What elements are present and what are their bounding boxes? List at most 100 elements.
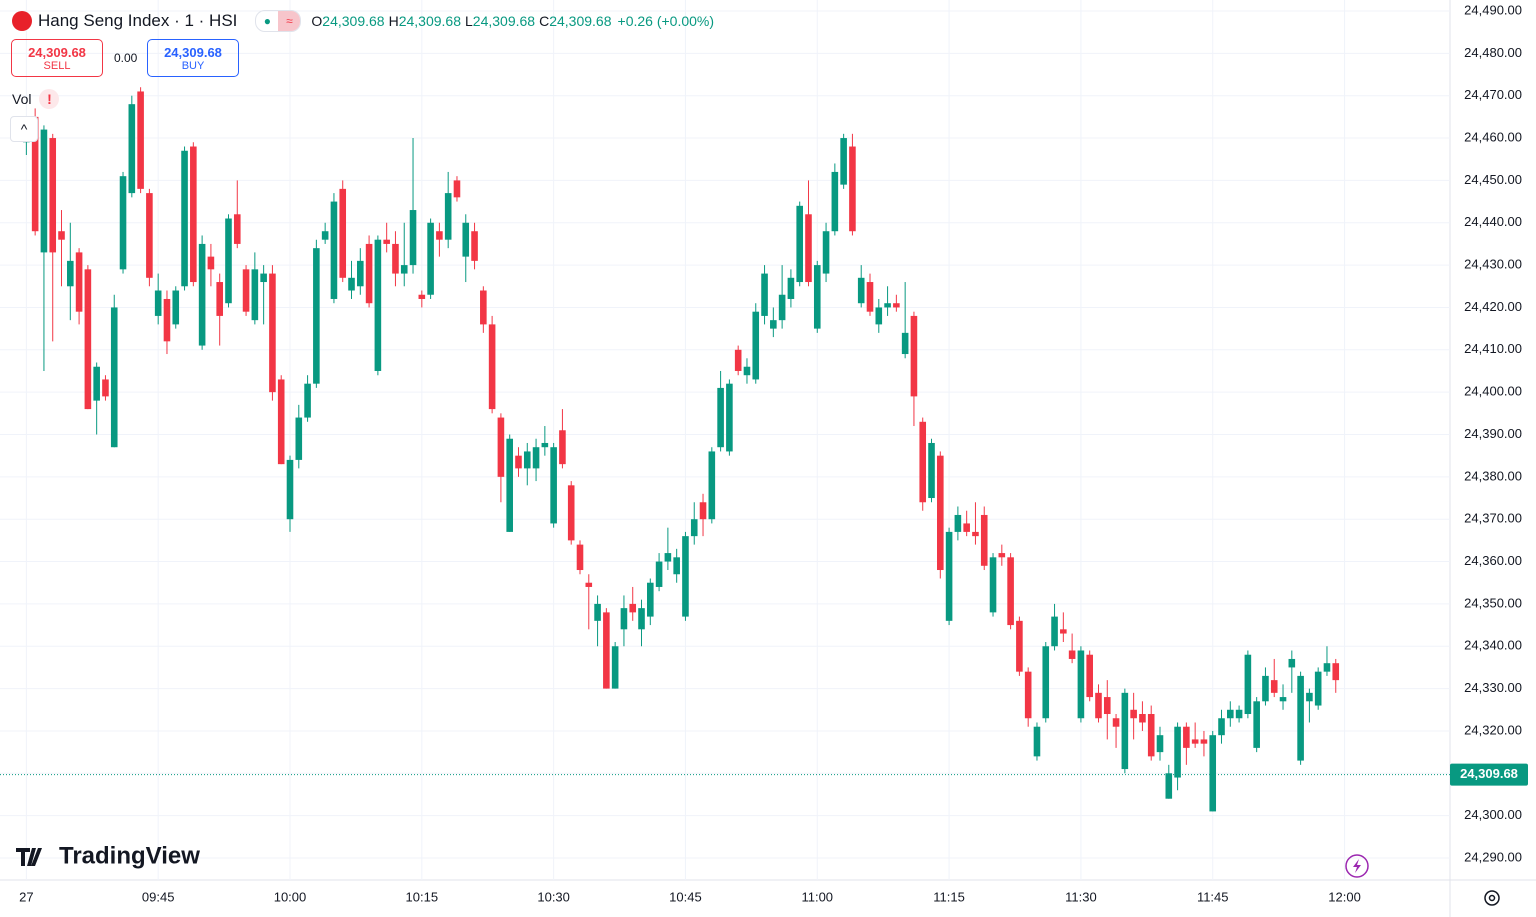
candle-body <box>1130 709 1137 719</box>
symbol-logo <box>12 11 32 31</box>
candle-body <box>752 311 760 380</box>
candle-body <box>216 282 223 316</box>
candle-body <box>49 138 57 253</box>
candle-body <box>260 273 267 283</box>
candle-body <box>523 451 531 469</box>
candle-body <box>58 231 65 240</box>
candle-body <box>884 303 891 308</box>
candle-body <box>1147 714 1155 757</box>
ohlc-key: C <box>539 13 550 29</box>
candle-body <box>805 214 812 283</box>
x-tick-label: 12:00 <box>1328 889 1361 904</box>
candle-body <box>1244 654 1252 715</box>
x-tick-label: 09:45 <box>142 889 175 904</box>
candle-body <box>629 603 637 613</box>
candle-body <box>93 366 100 401</box>
candle-body <box>277 379 285 465</box>
candle-body <box>594 603 601 621</box>
ohlc-value: 24,309.68 <box>322 13 385 29</box>
ohlc-key: L <box>465 13 473 29</box>
ohlc-values: O24,309.68 H24,309.68 L24,309.68 C24,309.68 <box>311 13 611 29</box>
brand-text: TradingView <box>59 842 200 869</box>
candle-body <box>444 193 452 240</box>
candle-body <box>831 171 839 232</box>
candle-body <box>937 455 944 571</box>
candle-body <box>242 269 250 312</box>
settings-icon[interactable] <box>1484 890 1500 906</box>
candle-body <box>1235 709 1243 719</box>
x-tick-label: 10:30 <box>537 889 570 904</box>
candle-body <box>998 553 1006 558</box>
candle-body <box>1323 663 1331 672</box>
candle-body <box>1218 718 1225 736</box>
candle-body <box>638 608 645 630</box>
candle-body <box>603 612 610 689</box>
x-tick-label: 10:00 <box>274 889 307 904</box>
candle-body <box>647 582 654 617</box>
candle-body <box>75 252 83 312</box>
candle-body <box>1306 692 1313 702</box>
candle-body <box>146 193 153 278</box>
ohlc-value: 24,309.68 <box>549 13 612 29</box>
last-price-label: 24,309.68 <box>1460 766 1518 781</box>
volume-label: Vol <box>12 91 32 107</box>
candle-body <box>1183 726 1190 748</box>
candle-body <box>1174 726 1181 778</box>
y-tick-label: 24,400.00 <box>1464 384 1522 399</box>
flash-icon[interactable] <box>1345 854 1369 878</box>
candle-body <box>480 290 487 325</box>
y-tick-label: 24,410.00 <box>1464 341 1522 356</box>
y-tick-label: 24,330.00 <box>1464 680 1522 695</box>
buy-button[interactable]: 24,309.68 BUY <box>147 39 239 77</box>
candle-body <box>550 447 557 524</box>
symbol-title: Hang Seng Index · 1 · HSI <box>38 11 238 30</box>
candle-body <box>954 514 962 532</box>
candle-body <box>286 459 294 520</box>
candle-body <box>40 129 48 253</box>
warning-icon[interactable]: ! <box>39 89 60 109</box>
collapse-button[interactable]: ^ <box>10 116 38 142</box>
x-tick-label: 11:15 <box>933 889 965 904</box>
change: +0.26 (+0.00%) <box>617 13 715 29</box>
candle-body <box>409 210 417 266</box>
candle-body <box>110 307 118 448</box>
legend-row: Hang Seng Index · 1 · HSI ● ≈ O24,309.68 H… <box>12 10 714 32</box>
candle-body <box>313 248 320 384</box>
candle-body <box>365 243 373 304</box>
candle-body <box>436 231 443 240</box>
candle-body <box>321 231 329 240</box>
candle-body <box>770 320 777 329</box>
sell-button[interactable]: 24,309.68 SELL <box>11 39 103 77</box>
candle-body <box>181 150 188 287</box>
candle-body <box>357 260 364 287</box>
candle-body <box>506 438 513 532</box>
candle-body <box>1297 675 1304 761</box>
y-tick-label: 24,440.00 <box>1464 214 1522 229</box>
spread: 0.00 <box>114 51 138 65</box>
candle-body <box>910 315 918 397</box>
candle-body <box>901 332 909 355</box>
candle-body <box>31 116 39 232</box>
candle-body <box>963 523 970 532</box>
x-tick-label: 11:45 <box>1197 889 1229 904</box>
candle-body <box>102 379 109 397</box>
y-tick-label: 24,470.00 <box>1464 87 1522 102</box>
candle-body <box>857 277 865 304</box>
y-tick-label: 24,490.00 <box>1464 2 1522 17</box>
last-price-tag <box>1450 763 1528 786</box>
status-pill[interactable]: ● ≈ <box>255 10 302 32</box>
candle-body <box>207 256 215 270</box>
candle-body <box>1209 735 1217 812</box>
ohlc-key: H <box>388 13 399 29</box>
candle-body <box>400 265 408 274</box>
candle-body <box>919 421 927 503</box>
candle-body <box>1016 620 1023 672</box>
candle-body <box>1086 654 1093 698</box>
candle-body <box>541 442 549 448</box>
y-tick-label: 24,360.00 <box>1464 553 1522 568</box>
candle-body <box>559 430 566 465</box>
candle-body <box>980 514 988 566</box>
candle-body <box>532 447 540 469</box>
candle-body <box>488 324 496 410</box>
ohlc-key: O <box>311 13 323 29</box>
